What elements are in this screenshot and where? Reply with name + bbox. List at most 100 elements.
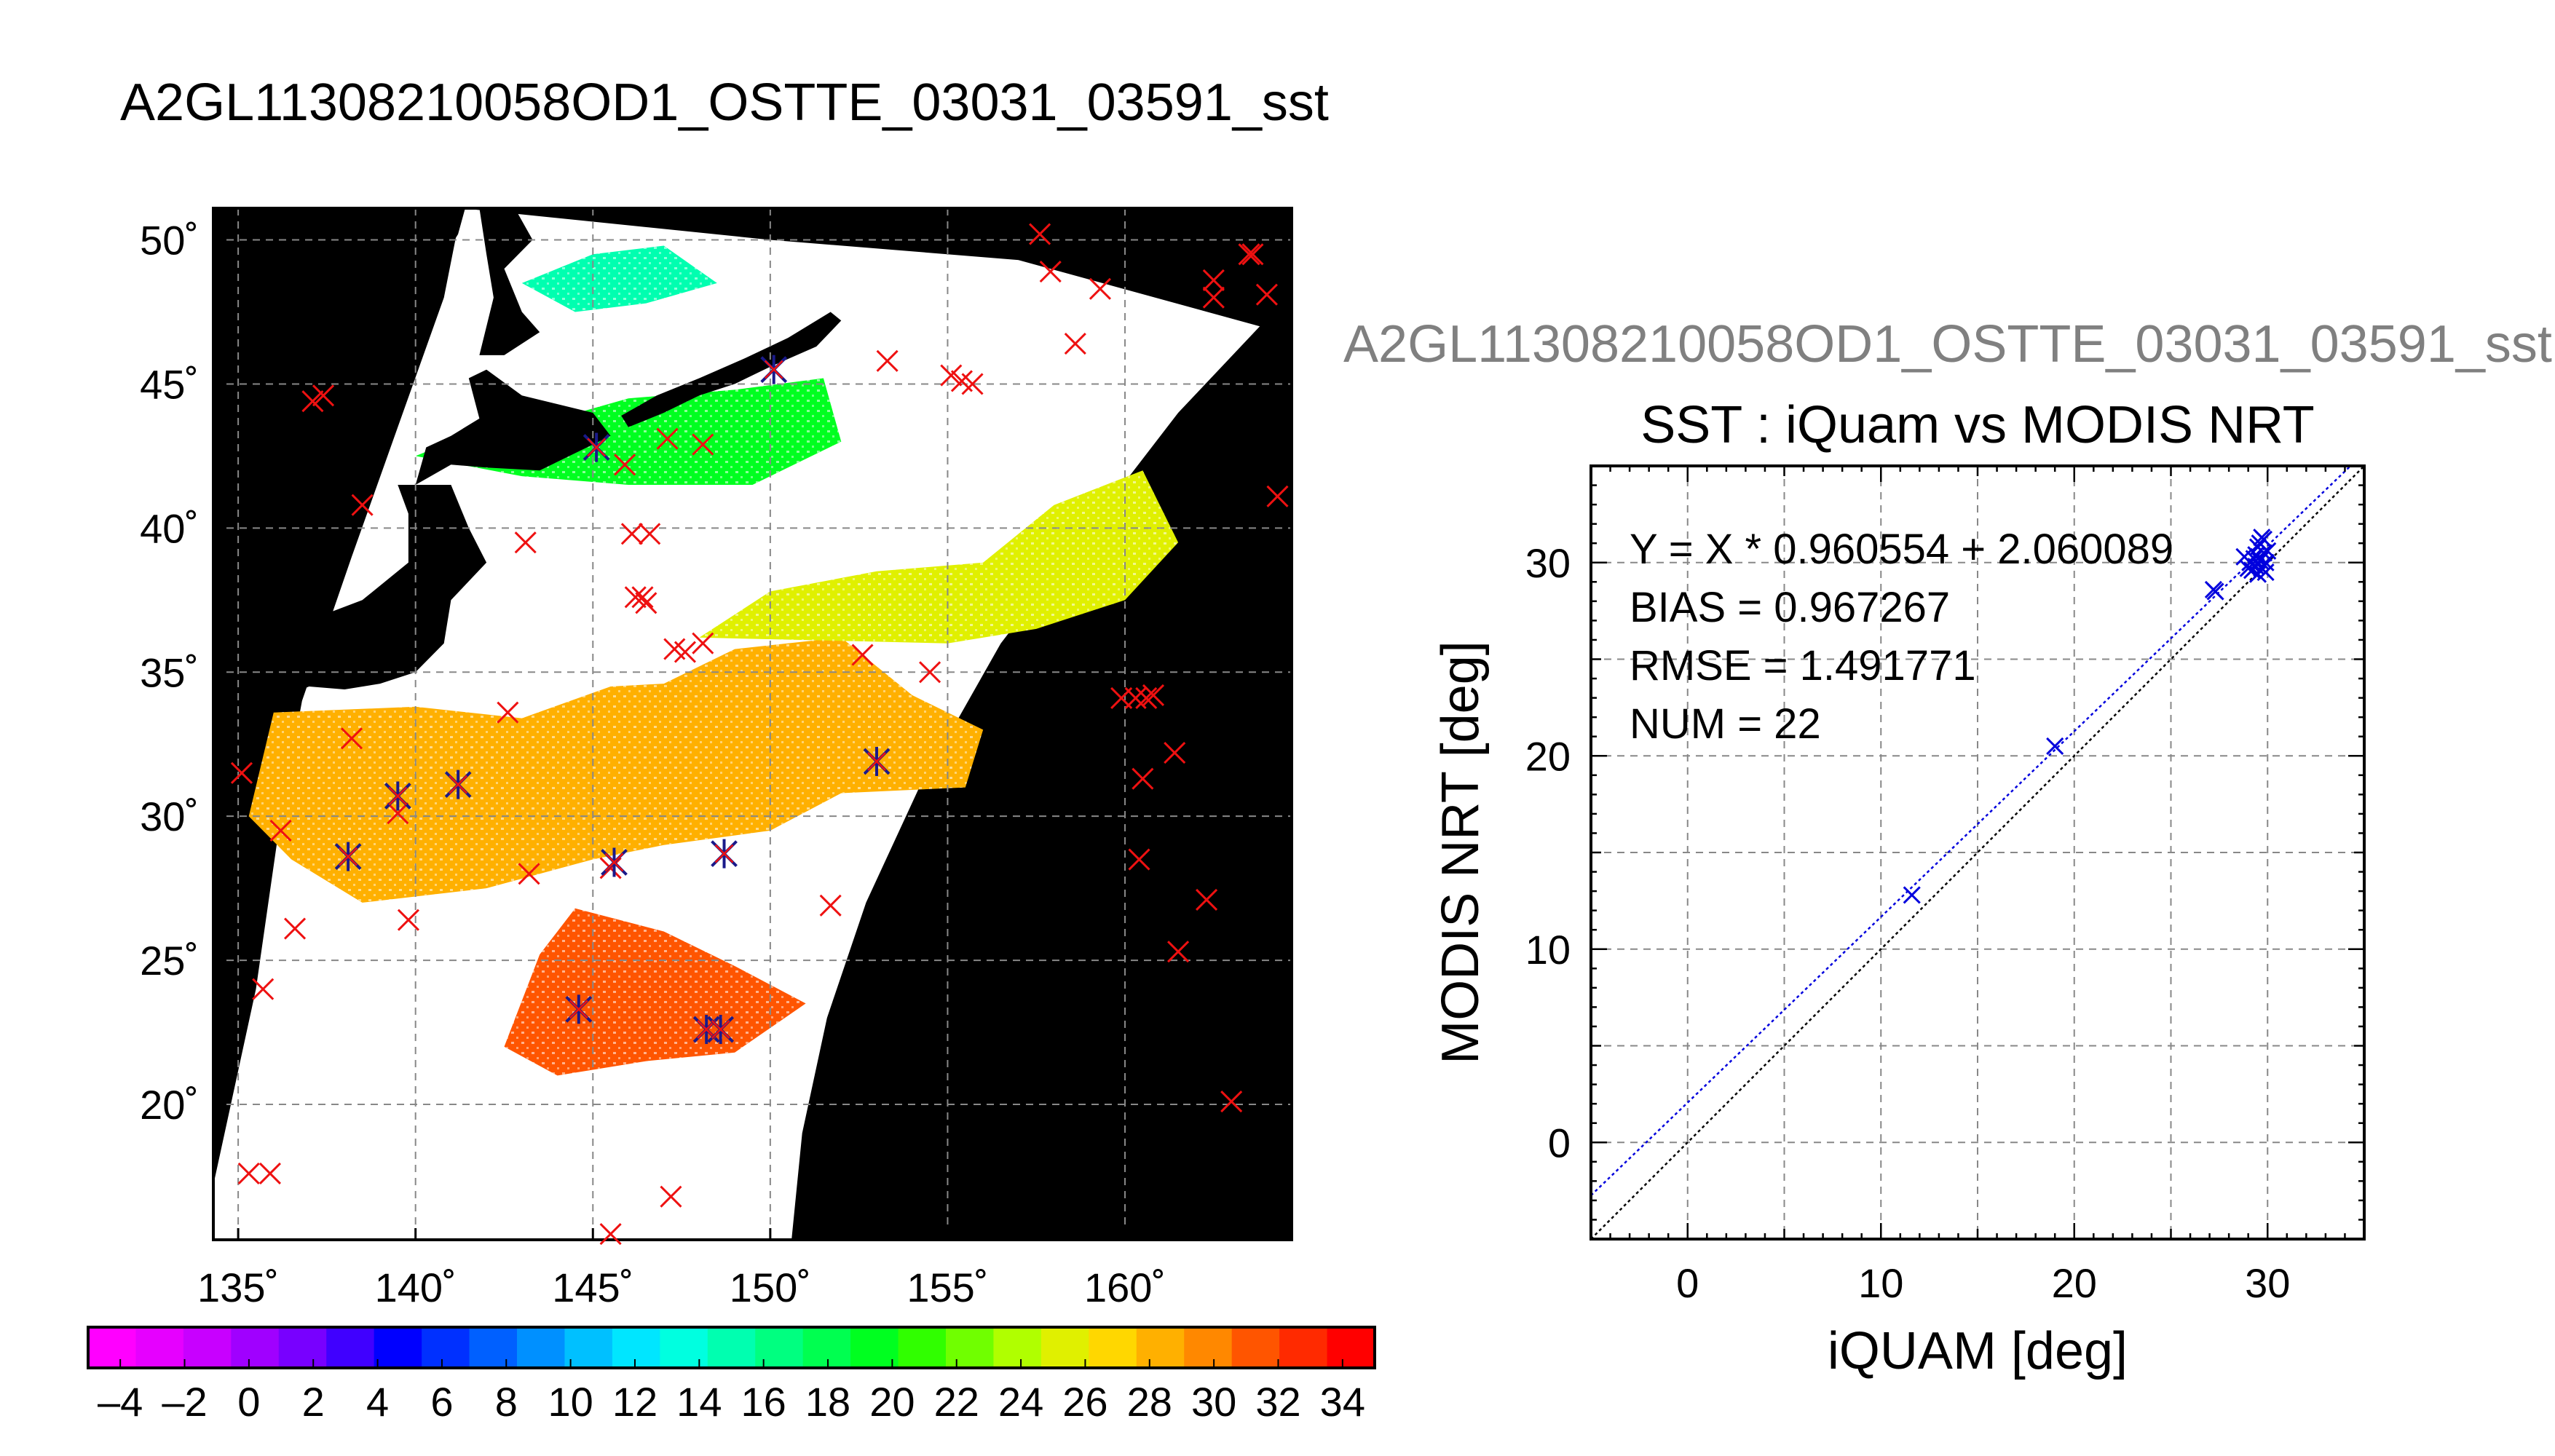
map-marker-red-x bbox=[1135, 687, 1158, 709]
map-x-tick-label: 140˚ bbox=[375, 1265, 457, 1310]
scatter-y-tick-label: 0 bbox=[1548, 1120, 1571, 1166]
colorbar-tick-label: 28 bbox=[1127, 1379, 1172, 1425]
scatter-y-tick-label: 20 bbox=[1525, 733, 1571, 779]
colorbar-swatch bbox=[374, 1327, 422, 1368]
colorbar-tick-label: 18 bbox=[805, 1379, 850, 1425]
map-marker-red-x bbox=[714, 844, 734, 863]
colorbar-tick-label: 22 bbox=[934, 1379, 979, 1425]
map-marker-red-x bbox=[301, 390, 324, 413]
map-marker-red-x bbox=[624, 586, 647, 609]
map-marker-red-x bbox=[237, 1162, 260, 1185]
map-marker-red-x bbox=[258, 1162, 282, 1185]
map-y-tick-label: 40˚ bbox=[140, 505, 199, 551]
map-y-tick-label: 45˚ bbox=[140, 361, 199, 407]
colorbar-swatch bbox=[1040, 1327, 1089, 1368]
map-marker-red-x bbox=[764, 360, 783, 379]
colorbar-tick-label: 8 bbox=[495, 1379, 518, 1425]
colorbar-tick-label: 30 bbox=[1191, 1379, 1236, 1425]
map-marker-red-x bbox=[1241, 243, 1264, 266]
map-y-tick-label: 50˚ bbox=[140, 218, 199, 264]
map-marker-red-x bbox=[387, 802, 409, 825]
scatter-y-tick-label: 30 bbox=[1525, 540, 1571, 586]
colorbar-tick-label: 34 bbox=[1320, 1379, 1365, 1425]
scatter-point bbox=[2206, 582, 2224, 601]
map-x-tick-label: 160˚ bbox=[1084, 1265, 1166, 1310]
map-marker-red-x bbox=[518, 863, 540, 885]
scatter-ylabel: MODIS NRT [deg] bbox=[1431, 641, 1490, 1064]
colorbar-tick-label: 10 bbox=[548, 1379, 593, 1425]
map-marker-red-x bbox=[635, 592, 657, 614]
map-marker-red-x bbox=[631, 586, 654, 609]
scatter-xlabel: iQUAM [deg] bbox=[1828, 1322, 2128, 1380]
sst-texture-southern-warm-core bbox=[504, 908, 806, 1076]
scatter-point bbox=[2259, 542, 2277, 560]
map-marker-red-x bbox=[620, 523, 643, 545]
colorbar-swatch bbox=[1279, 1327, 1328, 1368]
colorbar-tick-label: 26 bbox=[1062, 1379, 1107, 1425]
map-marker-red-x bbox=[1124, 687, 1147, 709]
colorbar-tick-label: 2 bbox=[302, 1379, 325, 1425]
map-y-tick-label: 30˚ bbox=[140, 794, 199, 839]
colorbar-swatch bbox=[755, 1327, 804, 1368]
colorbar-swatch bbox=[1327, 1327, 1375, 1368]
colorbar-swatch bbox=[1231, 1327, 1280, 1368]
map-marker-red-x bbox=[961, 373, 984, 395]
map-marker-red-x bbox=[663, 638, 686, 660]
map-x-tick-label: 145˚ bbox=[552, 1265, 633, 1310]
map-marker-red-x bbox=[283, 917, 307, 940]
colorbar-swatch bbox=[517, 1327, 566, 1368]
map-marker-red-x bbox=[252, 978, 275, 1000]
identity-line bbox=[1591, 466, 2364, 1239]
scatter-point bbox=[2254, 544, 2273, 562]
colorbar-swatch bbox=[802, 1327, 851, 1368]
regression-line bbox=[1591, 466, 2353, 1196]
colorbar-tick-label: –4 bbox=[98, 1379, 143, 1425]
colorbar-swatch bbox=[993, 1327, 1042, 1368]
colorbar-tick-label: 4 bbox=[366, 1379, 389, 1425]
map-marker-red-x bbox=[674, 641, 696, 663]
sst-map: 135˚ 140˚ 145˚ 150˚ 155˚ 160˚ 20˚ 25˚ 30˚ 35˚ 40˚ 4… bbox=[140, 207, 1293, 1310]
map-marker-red-x bbox=[339, 847, 358, 866]
colorbar-tick-label: 6 bbox=[430, 1379, 453, 1425]
scatter-annotation: Y = X * 0.960554 + 2.060089 bbox=[1630, 526, 2173, 573]
land-hokkaido bbox=[415, 369, 611, 485]
scatter-title: SST : iQuam vs MODIS NRT bbox=[1640, 396, 2315, 454]
scatter-point bbox=[1903, 886, 1921, 904]
scatter-plot: SST : iQuam vs MODIS NRT 0 10 20 300102030 … bbox=[1431, 396, 2366, 1380]
map-marker-red-x bbox=[449, 775, 468, 794]
colorbar-swatch bbox=[1089, 1327, 1137, 1368]
map-marker-red-x bbox=[397, 909, 420, 931]
sst-texture-okhotsk-cold bbox=[521, 245, 717, 312]
map-marker-red-x bbox=[1132, 767, 1154, 790]
scatter-x-tick-label: 0 bbox=[1676, 1260, 1699, 1306]
map-marker-red-x bbox=[692, 632, 714, 654]
map-marker-red-x bbox=[497, 701, 519, 724]
map-marker-red-x bbox=[1089, 277, 1111, 300]
map-marker-red-x bbox=[1029, 223, 1051, 245]
map-marker-red-x bbox=[940, 364, 963, 387]
colorbar-swatch bbox=[898, 1327, 947, 1368]
scatter-point bbox=[2245, 550, 2263, 568]
map-marker-red-x bbox=[1142, 684, 1165, 706]
colorbar-frame bbox=[87, 1326, 1376, 1369]
land-sakhalin bbox=[479, 208, 540, 355]
map-marker-red-x bbox=[514, 531, 537, 554]
land-kuril-chain bbox=[621, 312, 842, 427]
map-marker-red-x bbox=[388, 786, 408, 806]
map-marker-red-x bbox=[1196, 888, 1218, 911]
colorbar-swatch bbox=[1136, 1327, 1185, 1368]
colorbar-tick-label: 14 bbox=[676, 1379, 722, 1425]
map-x-tick-label: 150˚ bbox=[730, 1265, 811, 1310]
map-marker-red-x bbox=[1220, 1090, 1243, 1113]
map-marker-red-x bbox=[639, 523, 661, 545]
map-marker-red-x bbox=[604, 852, 624, 872]
map-x-tick-label: 155˚ bbox=[907, 1265, 988, 1310]
sst-texture-mid-latitude-band bbox=[699, 470, 1179, 644]
colorbar-swatch bbox=[1184, 1327, 1233, 1368]
map-marker-red-x bbox=[569, 1000, 588, 1019]
map-marker-red-x bbox=[312, 384, 335, 407]
colorbar-swatch bbox=[660, 1327, 708, 1368]
map-marker-red-x bbox=[692, 433, 714, 456]
colorbar-tick-label: –2 bbox=[162, 1379, 207, 1425]
